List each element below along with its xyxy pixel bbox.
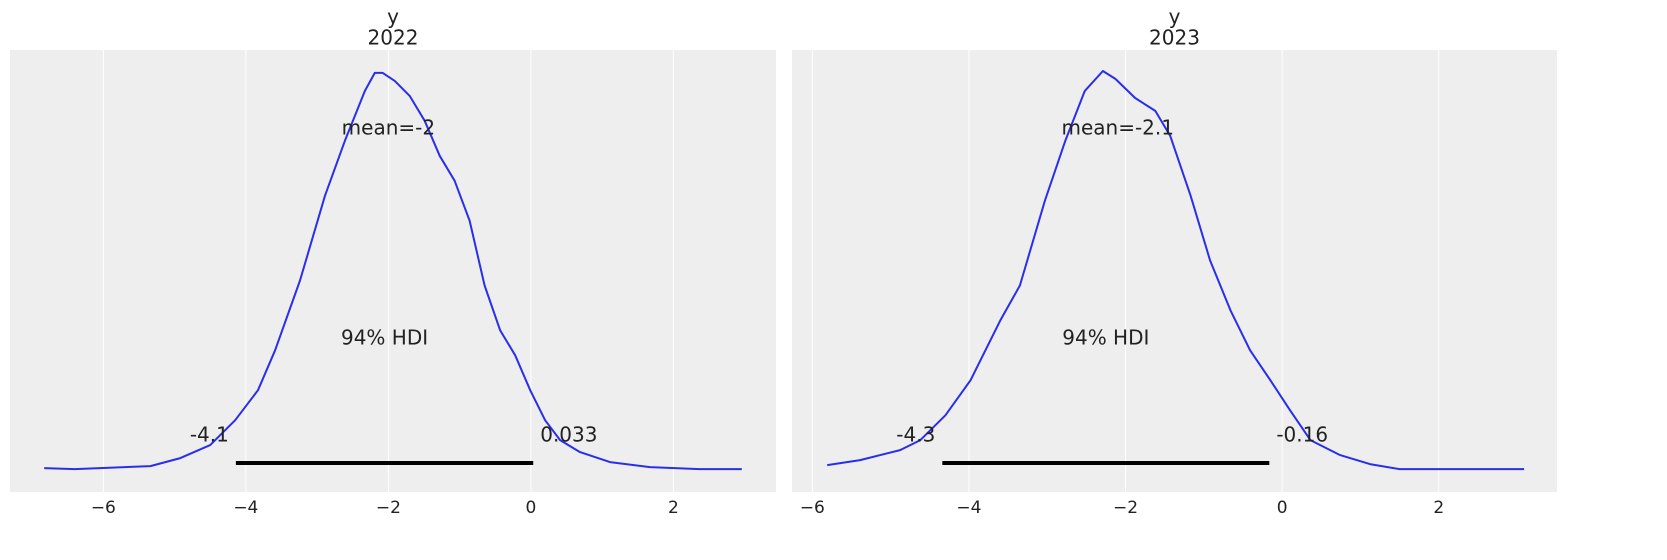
x-tick-label: 0 <box>525 498 536 518</box>
hdi-text: 94% HDI <box>341 326 428 350</box>
x-tick-label: −6 <box>91 498 116 518</box>
panel-subtitle: 2023 <box>1149 26 1200 50</box>
x-tick-label: 0 <box>1277 498 1288 518</box>
hdi-low-label: -4.3 <box>896 423 935 447</box>
x-tick-label: 2 <box>1433 498 1444 518</box>
x-tick-label: −4 <box>233 498 258 518</box>
panel-title: y <box>387 5 399 29</box>
x-tick-label: −2 <box>1113 498 1138 518</box>
x-tick-label: −2 <box>376 498 401 518</box>
x-tick-label: 2 <box>668 498 679 518</box>
x-tick-label: −4 <box>956 498 981 518</box>
mean-label: mean=-2 <box>342 116 435 140</box>
hdi-high-label: -0.16 <box>1276 423 1328 447</box>
hdi-high-label: 0.033 <box>540 423 597 447</box>
hdi-low-label: -4.1 <box>190 423 229 447</box>
density-curve <box>827 70 1525 471</box>
panel-title: y <box>1169 5 1181 29</box>
panel-subtitle: 2022 <box>368 26 419 50</box>
mean-label: mean=-2.1 <box>1061 116 1174 140</box>
plot-area <box>10 50 776 492</box>
density-curve <box>44 71 742 471</box>
hdi-text: 94% HDI <box>1062 326 1149 350</box>
plot-area <box>792 50 1557 492</box>
x-tick-label: −6 <box>800 498 825 518</box>
